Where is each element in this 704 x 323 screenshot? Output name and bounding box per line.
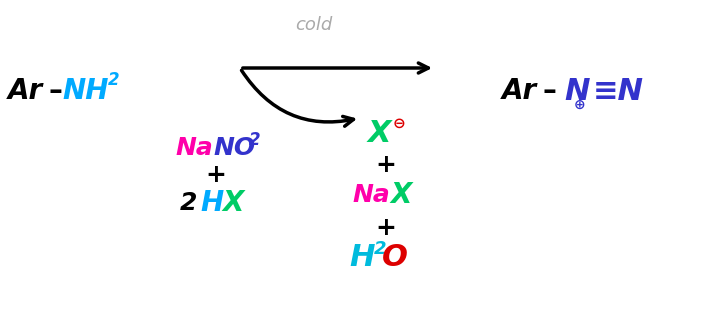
Text: H: H: [349, 244, 375, 273]
Text: 2: 2: [374, 240, 386, 258]
Text: NO: NO: [213, 136, 255, 160]
Text: H: H: [200, 189, 223, 217]
Text: Na: Na: [352, 183, 390, 207]
Text: 2: 2: [108, 71, 120, 89]
Text: ⊖: ⊖: [393, 116, 406, 130]
Text: Ar: Ar: [502, 77, 537, 105]
Text: 2: 2: [249, 131, 260, 149]
Text: ⊕: ⊕: [574, 98, 586, 112]
Text: ≡N: ≡N: [593, 77, 644, 106]
Text: X: X: [368, 119, 391, 148]
Text: –: –: [542, 77, 556, 105]
Text: Ar: Ar: [8, 77, 43, 105]
Text: X: X: [222, 189, 244, 217]
Text: X: X: [390, 181, 411, 209]
Text: Na: Na: [175, 136, 213, 160]
Text: –: –: [48, 77, 62, 105]
Text: +: +: [375, 153, 396, 177]
Text: O: O: [382, 244, 408, 273]
Text: N: N: [564, 77, 589, 106]
Text: +: +: [205, 163, 226, 187]
Text: 2: 2: [180, 191, 197, 215]
Text: cold: cold: [295, 16, 332, 34]
Text: NH: NH: [62, 77, 108, 105]
Text: +: +: [375, 216, 396, 240]
